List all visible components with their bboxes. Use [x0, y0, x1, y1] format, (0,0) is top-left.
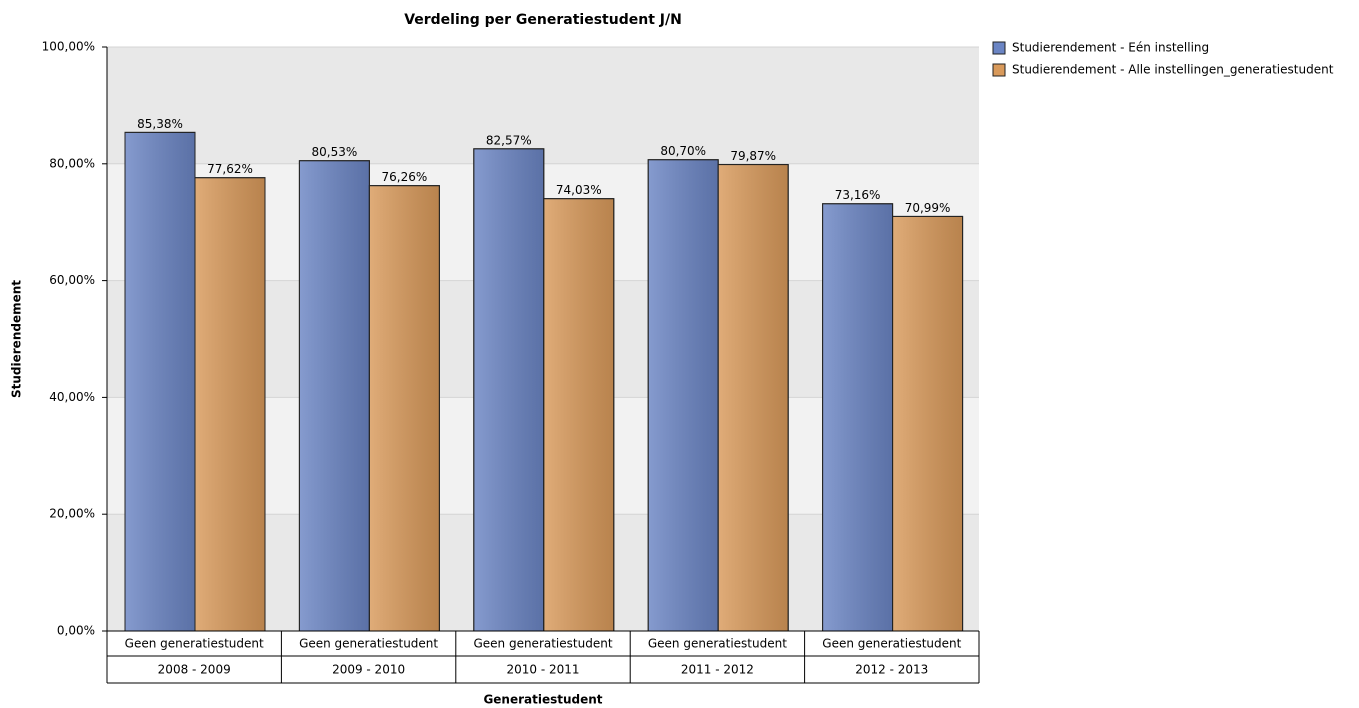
legend-label: Studierendement - Alle instellingen_gene…	[1012, 63, 1334, 77]
data-label: 79,87%	[730, 149, 776, 163]
legend-swatch	[992, 41, 1006, 55]
y-axis-title: Studierendement	[10, 280, 24, 398]
data-label: 85,38%	[137, 117, 183, 131]
bar-shade	[368, 185, 440, 632]
data-label: 80,53%	[312, 145, 358, 159]
data-label: 80,70%	[660, 144, 706, 158]
y-tick-label: 60,00%	[49, 273, 95, 287]
x-subcategory-label: Geen generatiestudent	[125, 637, 264, 651]
bar-shade	[298, 160, 370, 632]
bar-shade	[194, 177, 266, 632]
data-label: 73,16%	[835, 188, 881, 202]
legend-label: Studierendement - Eén instelling	[1012, 41, 1209, 55]
x-category-label: 2012 - 2013	[855, 663, 928, 677]
data-label: 82,57%	[486, 133, 532, 147]
data-label: 76,26%	[382, 170, 428, 184]
data-label: 70,99%	[905, 201, 951, 215]
x-category-label: 2008 - 2009	[158, 663, 231, 677]
y-tick-label: 20,00%	[49, 507, 95, 521]
data-label: 77,62%	[207, 162, 253, 176]
chart-title: Verdeling per Generatiestudent J/N	[404, 12, 682, 28]
x-subcategory-label: Geen generatiestudent	[822, 637, 961, 651]
y-tick-label: 80,00%	[49, 156, 95, 170]
y-tick-label: 0,00%	[57, 624, 95, 638]
x-category-label: 2009 - 2010	[332, 663, 405, 677]
y-tick-label: 100,00%	[42, 40, 95, 54]
x-category-label: 2010 - 2011	[506, 663, 579, 677]
y-tick-label: 40,00%	[49, 390, 95, 404]
legend-swatch	[992, 63, 1006, 77]
bar-shade	[473, 148, 545, 632]
x-subcategory-label: Geen generatiestudent	[299, 637, 438, 651]
bar-shade	[892, 215, 964, 632]
bar-shade	[543, 198, 615, 632]
x-axis-title: Generatiestudent	[483, 693, 602, 707]
x-subcategory-label: Geen generatiestudent	[648, 637, 787, 651]
bar-shade	[717, 164, 789, 632]
x-category-label: 2011 - 2012	[681, 663, 754, 677]
data-label: 74,03%	[556, 183, 602, 197]
bar-shade	[124, 131, 196, 632]
x-subcategory-label: Geen generatiestudent	[473, 637, 612, 651]
plot-band	[107, 47, 979, 164]
bar-shade	[822, 203, 894, 632]
bar-shade	[647, 159, 719, 632]
